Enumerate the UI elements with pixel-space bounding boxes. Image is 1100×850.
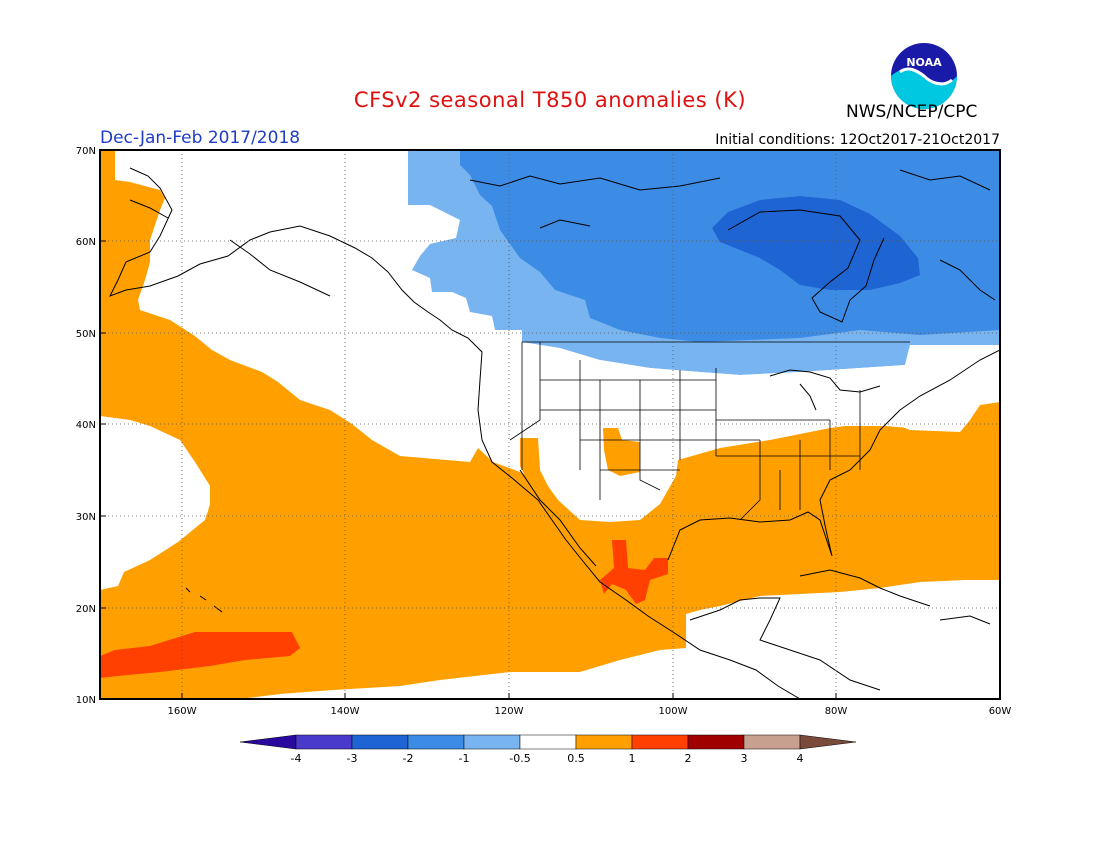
anomaly-region-strong-cold bbox=[712, 196, 920, 290]
lat-label: 70N bbox=[76, 146, 96, 157]
colorbar-swatch bbox=[351, 734, 409, 750]
anomaly-region-strong-warm-mexico bbox=[600, 540, 668, 604]
lat-label: 60N bbox=[76, 237, 96, 248]
colorbar-swatch bbox=[687, 734, 745, 750]
lon-label: 120W bbox=[495, 706, 524, 717]
colorbar-label: -4 bbox=[291, 752, 302, 765]
lon-label: 140W bbox=[331, 706, 360, 717]
colorbar-label: 3 bbox=[741, 752, 748, 765]
colorbar-swatch bbox=[407, 734, 465, 750]
map-title: CFSv2 seasonal T850 anomalies (K) bbox=[353, 88, 747, 112]
colorbar-label: 0.5 bbox=[567, 752, 585, 765]
colorbar-swatch bbox=[743, 734, 801, 750]
colorbar-swatch bbox=[799, 734, 857, 750]
colorbar-label: -0.5 bbox=[509, 752, 530, 765]
lat-label: 50N bbox=[76, 329, 96, 340]
colorbar-swatch bbox=[239, 734, 297, 750]
anomaly-region-warm-west bbox=[100, 150, 1000, 699]
colorbar-label: 1 bbox=[629, 752, 636, 765]
colorbar-swatch bbox=[631, 734, 689, 750]
colorbar-swatch bbox=[463, 734, 521, 750]
lon-label: 160W bbox=[168, 706, 197, 717]
colorbar-label: -3 bbox=[347, 752, 358, 765]
anomaly-region-strong-warm-pacific bbox=[100, 632, 300, 678]
agency-label: NWS/NCEP/CPC bbox=[846, 102, 978, 122]
colorbar-swatch bbox=[519, 734, 577, 750]
lat-label: 10N bbox=[76, 695, 96, 706]
colorbar-swatch bbox=[575, 734, 633, 750]
colorbar-label: 4 bbox=[797, 752, 804, 765]
lon-label: 80W bbox=[825, 706, 848, 717]
lon-label: 60W bbox=[989, 706, 1012, 717]
colorbar-swatch bbox=[295, 734, 353, 750]
noaa-logo: NOAA bbox=[891, 43, 957, 109]
colorbar-label: -1 bbox=[459, 752, 470, 765]
period-label: Dec-Jan-Feb 2017/2018 bbox=[100, 128, 301, 148]
colorbar-label: 2 bbox=[685, 752, 692, 765]
lat-label: 20N bbox=[76, 604, 96, 615]
lon-label: 100W bbox=[659, 706, 688, 717]
initial-conditions-label: Initial conditions: 12Oct2017-21Oct2017 bbox=[715, 132, 1000, 148]
lat-label: 40N bbox=[76, 420, 96, 431]
colorbar-label: -2 bbox=[403, 752, 414, 765]
lat-label: 30N bbox=[76, 512, 96, 523]
colorbar: -4 -3 -2 -1 -0.5 0.5 1 2 3 4 bbox=[239, 734, 857, 765]
logo-text: NOAA bbox=[906, 56, 942, 69]
